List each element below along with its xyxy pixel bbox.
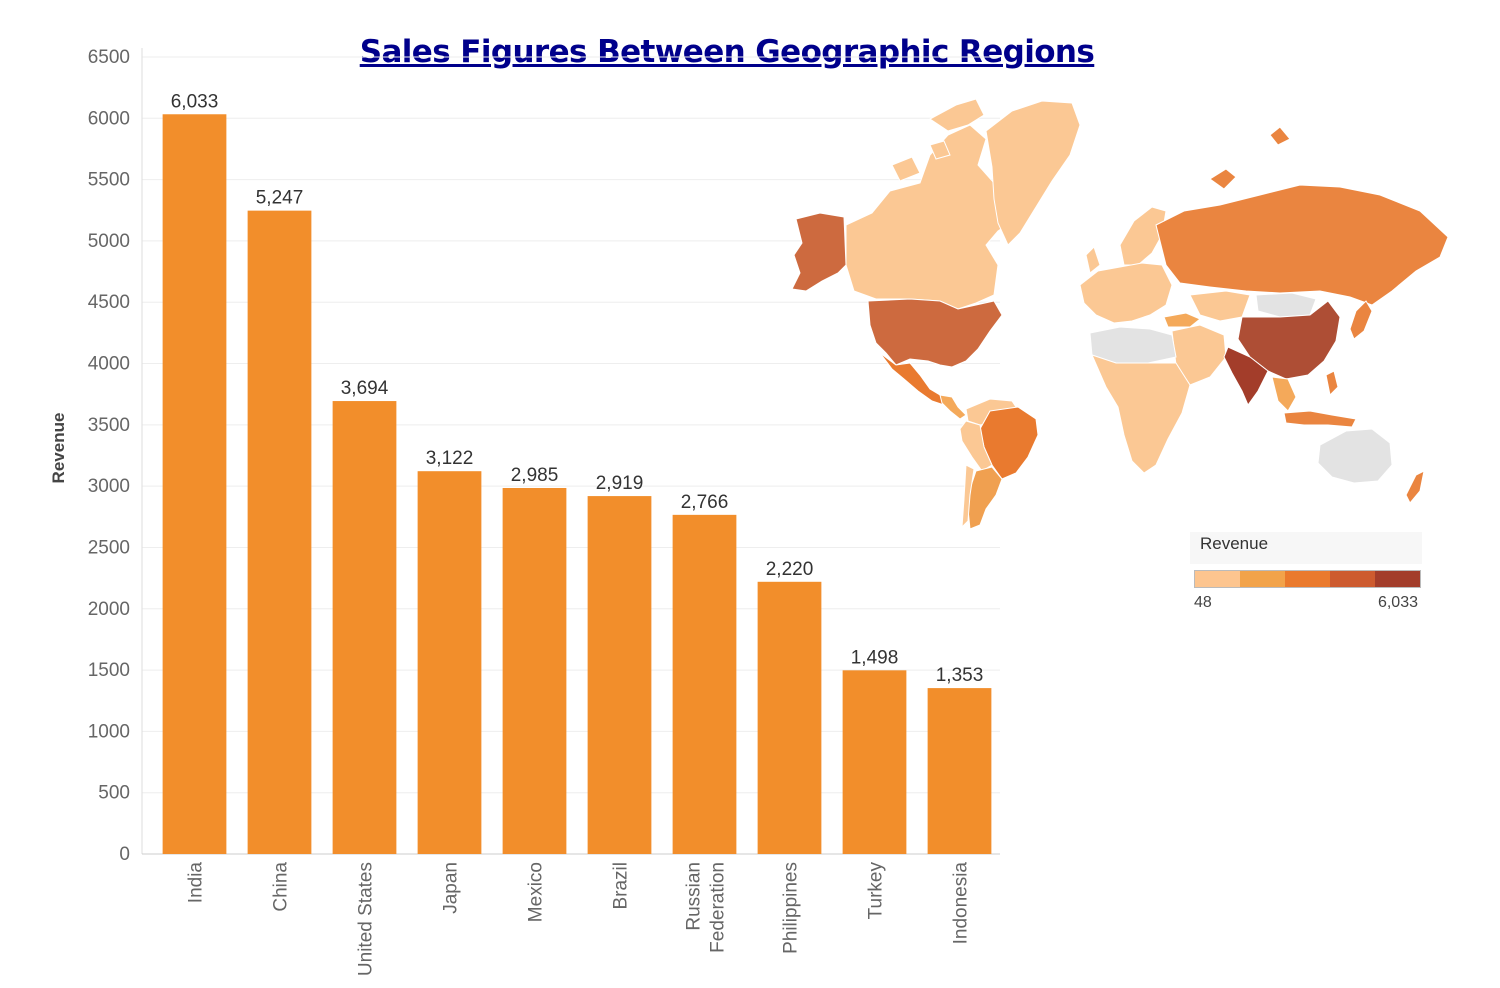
y-tick-label: 3000 bbox=[88, 476, 130, 497]
y-tick-label: 5000 bbox=[88, 231, 130, 252]
bar bbox=[502, 487, 567, 854]
legend-swatch bbox=[1330, 571, 1375, 587]
y-tick-label: 2500 bbox=[88, 537, 130, 558]
legend-max-value: 6,033 bbox=[1377, 594, 1418, 611]
y-tick-label: 6500 bbox=[88, 47, 130, 68]
legend-title: Revenue bbox=[1190, 532, 1422, 564]
y-tick-label: 1500 bbox=[88, 660, 130, 681]
bar-value-label: 2,766 bbox=[681, 492, 729, 513]
bar-chart: 0 500 1000 1500 2000 2500 3000 3500 4000 4500 5000… bbox=[49, 47, 1000, 976]
map-region-turkey bbox=[1163, 312, 1201, 328]
map-region-europe bbox=[1079, 262, 1173, 324]
bar-value-label: 3,694 bbox=[341, 378, 389, 399]
map-region-uk bbox=[1085, 246, 1101, 274]
map-region-alaska bbox=[791, 212, 847, 292]
map-region-africa bbox=[1091, 354, 1191, 474]
bar-value-label: 2,220 bbox=[766, 559, 814, 580]
bar-value-label: 2,919 bbox=[596, 473, 644, 494]
y-tick-label: 5500 bbox=[88, 170, 130, 191]
map-region-australia bbox=[1317, 428, 1393, 484]
map-region-greenland bbox=[985, 100, 1081, 246]
legend-swatch bbox=[1285, 571, 1330, 587]
map-region-philippines bbox=[1325, 370, 1339, 397]
x-tick-label: Indonesia bbox=[951, 862, 972, 945]
y-tick-label: 2000 bbox=[88, 599, 130, 620]
x-tick-label: Federation bbox=[708, 862, 729, 953]
legend-color-ramp bbox=[1194, 570, 1421, 588]
y-tick-label: 6000 bbox=[88, 108, 130, 129]
y-tick-label: 4500 bbox=[88, 292, 130, 313]
legend-swatch bbox=[1195, 571, 1240, 587]
map-region-central-america bbox=[939, 394, 967, 420]
map-region-mongolia bbox=[1255, 292, 1317, 318]
bar bbox=[927, 688, 992, 854]
map-region-chile bbox=[961, 464, 975, 529]
bar-value-label: 3,122 bbox=[426, 448, 474, 469]
x-tick-label: Philippines bbox=[781, 862, 802, 954]
map-legend: Revenue 48 6,033 bbox=[1190, 532, 1422, 614]
y-tick-label: 500 bbox=[98, 783, 130, 804]
bar-value-label: 5,247 bbox=[256, 188, 304, 209]
map-region-new-zealand bbox=[1405, 470, 1425, 504]
y-tick-label: 1000 bbox=[88, 721, 130, 742]
bar bbox=[417, 471, 482, 854]
legend-swatch bbox=[1375, 571, 1420, 587]
bar bbox=[247, 210, 312, 854]
y-tick-label: 4000 bbox=[88, 354, 130, 375]
map-region-united-states bbox=[867, 298, 1003, 368]
bar-value-label: 1,353 bbox=[936, 665, 984, 686]
bar bbox=[757, 581, 822, 854]
x-tick-label: Brazil bbox=[611, 862, 632, 910]
chart-title: Sales Figures Between Geographic Regions bbox=[359, 34, 1095, 70]
legend-min-value: 48 bbox=[1194, 594, 1212, 611]
bar bbox=[332, 401, 397, 854]
bar bbox=[162, 114, 227, 855]
x-tick-label: Mexico bbox=[526, 862, 547, 922]
map-region-southeast-asia bbox=[1271, 376, 1297, 412]
bar bbox=[672, 514, 737, 854]
map-region-canada-islands bbox=[891, 98, 985, 182]
world-choropleth-map bbox=[791, 98, 1449, 530]
map-region-russian-federation bbox=[1155, 184, 1449, 306]
x-tick-label: Turkey bbox=[866, 862, 887, 920]
bar bbox=[587, 496, 652, 854]
y-axis-label: Revenue bbox=[49, 413, 68, 484]
map-region-north-africa bbox=[1089, 326, 1177, 364]
x-tick-label: Japan bbox=[441, 862, 462, 914]
y-tick-label: 3500 bbox=[88, 415, 130, 436]
x-tick-label: Russian bbox=[684, 862, 705, 931]
map-region-russia-islands bbox=[1209, 126, 1291, 190]
bar bbox=[842, 670, 907, 854]
x-tick-label: United States bbox=[356, 862, 377, 976]
bar-value-label: 1,498 bbox=[851, 647, 899, 668]
x-tick-label: China bbox=[271, 862, 292, 912]
bar-value-label: 6,033 bbox=[171, 91, 219, 112]
legend-swatch bbox=[1240, 571, 1285, 587]
map-region-indonesia bbox=[1283, 410, 1357, 428]
x-tick-label: India bbox=[186, 862, 207, 904]
y-tick-label: 0 bbox=[119, 844, 130, 865]
map-region-kazakhstan bbox=[1189, 290, 1251, 322]
bar-value-label: 2,985 bbox=[511, 465, 559, 486]
map-region-japan bbox=[1349, 300, 1373, 340]
map-region-india bbox=[1223, 346, 1269, 407]
